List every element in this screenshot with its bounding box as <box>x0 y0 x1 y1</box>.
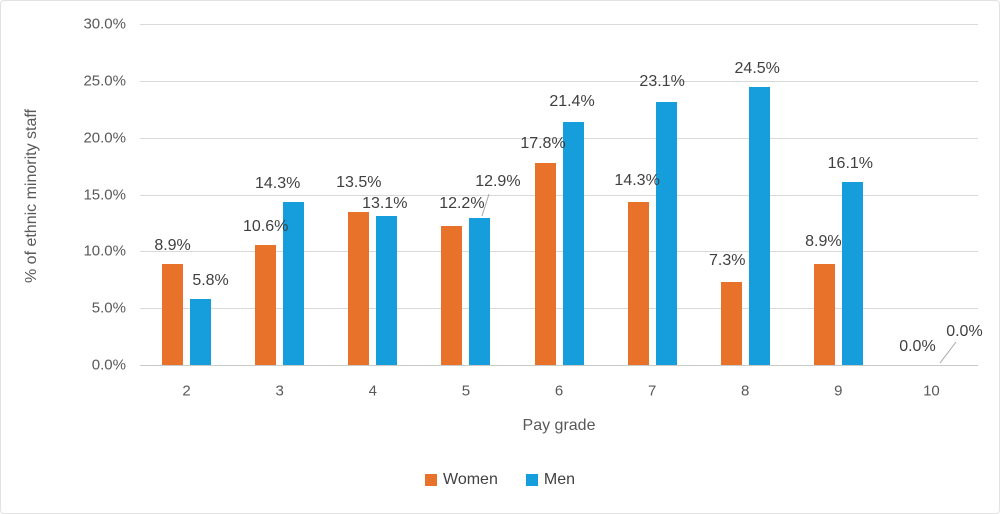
bar-men-grade-2 <box>190 299 212 365</box>
gridline <box>140 137 978 139</box>
data-label-men-grade-10: 0.0% <box>946 323 983 340</box>
legend-swatch-icon <box>525 474 538 486</box>
bar-women-grade-7 <box>627 202 649 365</box>
bar-women-grade-5 <box>441 226 463 365</box>
y-tick-label: 5.0% <box>91 299 126 317</box>
y-tick-label: 15.0% <box>83 186 126 203</box>
bar-men-grade-5 <box>469 218 491 365</box>
x-tick-label-grade-6: 6 <box>554 382 564 400</box>
y-tick-label: 25.0% <box>83 72 126 90</box>
y-tick-label: 20.0% <box>83 129 126 147</box>
x-tick-label-grade-7: 7 <box>647 382 657 400</box>
data-label-men-grade-8: 24.5% <box>734 59 780 77</box>
bar-women-grade-3 <box>255 244 277 365</box>
data-label-men-grade-4: 13.1% <box>362 195 408 213</box>
gridline <box>140 24 978 25</box>
legend-label: Women <box>443 471 498 488</box>
data-label-women-grade-10: 0.0% <box>899 338 936 355</box>
x-tick-label-grade-2: 2 <box>182 382 191 400</box>
plot-area <box>140 24 978 366</box>
y-tick-label: 10.0% <box>83 242 126 260</box>
x-tick-label-grade-8: 8 <box>741 382 750 400</box>
legend-item-women: Women <box>425 471 498 489</box>
legend-label: Men <box>543 471 575 488</box>
x-tick-label-grade-10: 10 <box>923 382 940 400</box>
x-axis-line <box>140 365 978 366</box>
bar-men-grade-3 <box>283 202 305 365</box>
data-label-women-grade-8: 7.3% <box>708 252 746 270</box>
data-label-men-grade-2: 5.8% <box>192 272 229 290</box>
data-label-men-grade-3: 14.3% <box>254 175 301 193</box>
y-tick-label: 30.0% <box>83 15 126 33</box>
bar-men-grade-9 <box>841 181 863 365</box>
gridline <box>140 308 978 310</box>
legend-item-men: Men <box>525 471 575 489</box>
bar-women-grade-9 <box>813 263 835 365</box>
gridline <box>140 251 978 253</box>
data-label-women-grade-4: 13.5% <box>336 173 382 191</box>
data-label-men-grade-7: 23.1% <box>639 73 685 91</box>
gridline <box>140 80 978 82</box>
data-label-women-grade-2: 8.9% <box>154 236 191 254</box>
data-label-women-grade-7: 14.3% <box>614 172 660 190</box>
x-axis-title: Pay grade <box>522 417 596 434</box>
data-label-men-grade-6: 21.4% <box>549 92 595 110</box>
data-label-women-grade-3: 10.6% <box>242 217 289 235</box>
data-label-men-grade-9: 16.1% <box>827 154 874 172</box>
x-tick-label-grade-4: 4 <box>368 382 377 400</box>
x-tick-label-grade-3: 3 <box>275 382 284 400</box>
data-label-women-grade-6: 17.8% <box>520 134 566 152</box>
bar-women-grade-6 <box>534 162 556 365</box>
bar-men-grade-7 <box>655 102 677 365</box>
data-label-men-grade-5: 12.9% <box>475 173 521 191</box>
y-tick-label: 0.0% <box>91 356 126 374</box>
legend-swatch-icon <box>425 474 438 486</box>
x-tick-label-grade-9: 9 <box>834 382 843 400</box>
bar-men-grade-4 <box>376 216 398 365</box>
bar-men-grade-6 <box>562 121 584 365</box>
y-axis-title: % of ethnic minority staff <box>23 109 40 283</box>
bar-men-grade-8 <box>748 86 770 365</box>
legend: Women Men <box>1 471 999 489</box>
x-tick-label-grade-5: 5 <box>461 382 471 400</box>
bar-women-grade-8 <box>720 282 742 365</box>
bar-women-grade-4 <box>348 211 370 365</box>
data-label-women-grade-9: 8.9% <box>805 232 842 250</box>
gridline <box>140 194 978 196</box>
bar-women-grade-2 <box>162 263 184 365</box>
data-label-women-grade-5: 12.2% <box>439 195 485 213</box>
